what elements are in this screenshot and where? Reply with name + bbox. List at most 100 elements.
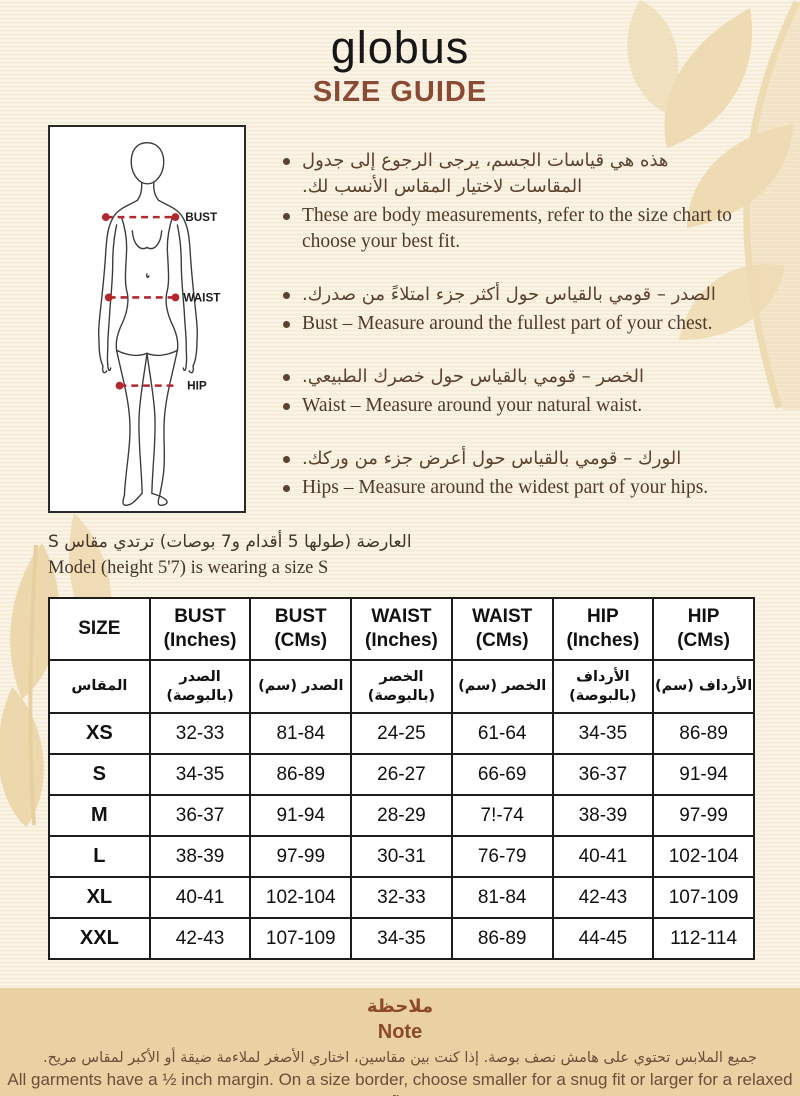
- header-line: BUST: [174, 606, 226, 627]
- measurement-cell: 107-109: [652, 876, 755, 919]
- measurement-cell: 102-104: [652, 835, 755, 878]
- bullet-dot: [283, 321, 290, 328]
- column-header-english: BUST (CMs): [249, 597, 353, 661]
- measurement-cell: 97-99: [249, 835, 353, 878]
- measurement-cell: 86-89: [450, 917, 554, 960]
- column-header-english: HIP (CMs): [652, 597, 755, 661]
- header-line: (CMs): [677, 630, 730, 651]
- header-line: (بالبوصة): [367, 687, 436, 704]
- bullet-item-en: Hips – Measure around the widest part of…: [283, 475, 735, 501]
- measurement-cell: 36-37: [551, 753, 655, 796]
- bullet-text: These are body measurements, refer to th…: [302, 205, 732, 252]
- measurement-cell: 34-35: [551, 712, 655, 755]
- column-header-arabic: الأرداف (سم): [652, 659, 755, 714]
- measurement-cell: 36-37: [148, 794, 252, 837]
- measurement-cell: 86-89: [652, 712, 755, 755]
- measurement-cell: 34-35: [350, 917, 453, 960]
- column-header-arabic: الخصر (سم): [450, 659, 554, 714]
- diagram-label-hip: HIP: [187, 380, 207, 393]
- bullet-item-ar: هذه هي قياسات الجسم، يرجى الرجوع إلى جدو…: [283, 148, 735, 200]
- header-line: الأرداف: [576, 668, 630, 685]
- size-table-row: M 36-37 91-94 28-29 7!-74 38-39 97-99: [48, 794, 755, 837]
- column-header-english: SIZE: [48, 597, 151, 661]
- note-body-arabic: جميع الملابس تحتوي على هامش نصف بوصة. إذ…: [43, 1050, 757, 1066]
- header-line: (Inches): [365, 630, 438, 651]
- size-label-cell: S: [48, 753, 151, 796]
- measurement-cell: 7!-74: [450, 794, 554, 837]
- header-line: الصدر (سم): [258, 678, 344, 694]
- size-table-row: S 34-35 86-89 26-27 66-69 36-37 91-94: [48, 753, 755, 796]
- note-band: ملاحظة Note جميع الملابس تحتوي على هامش …: [0, 988, 800, 1096]
- measurement-cell: 44-45: [551, 917, 655, 960]
- bullet-list: هذه هي قياسات الجسم، يرجى الرجوع إلى جدو…: [283, 148, 735, 528]
- measurement-cell: 42-43: [551, 876, 655, 919]
- measurement-cell: 40-41: [148, 876, 252, 919]
- bullet-text: الخصر – قومي بالقياس حول خصرك الطبيعي.: [302, 366, 645, 387]
- column-header-english: HIP (Inches): [551, 597, 655, 661]
- header-line: WAIST: [371, 606, 432, 627]
- column-header-english: WAIST (CMs): [450, 597, 554, 661]
- measurement-cell: 102-104: [249, 876, 353, 919]
- model-info: العارضة (طولها 5 أقدام و7 بوصات) ترتدي م…: [48, 530, 518, 581]
- size-table-header-arabic: المقاس الصدر (بالبوصة) الصدر (سم) الخصر (بالب…: [48, 659, 755, 714]
- header-line: (بالبوصة): [166, 687, 234, 704]
- header-line: (بالبوصة): [569, 687, 637, 704]
- header-line: (Inches): [163, 630, 237, 651]
- note-title-english: Note: [377, 1021, 423, 1043]
- bullet-group: الصدر – قومي بالقياس حول أكثر جزء امتلاء…: [283, 282, 735, 337]
- size-table-row: L 38-39 97-99 30-31 76-79 40-41 102-104: [48, 835, 755, 878]
- header-line: الخصر (سم): [458, 678, 547, 694]
- size-table-row: XXL 42-43 107-109 34-35 86-89 44-45 112-114: [48, 917, 755, 960]
- header-line: HIP: [687, 606, 720, 627]
- size-table-row: XL 40-41 102-104 32-33 81-84 42-43 107-109: [48, 876, 755, 919]
- measurement-cell: 26-27: [350, 753, 453, 796]
- note-body-english: All garments have a ½ inch margin. On a …: [7, 1070, 793, 1096]
- header-line: WAIST: [472, 606, 533, 627]
- brand-logo: globus: [330, 22, 470, 73]
- measurement-cell: 91-94: [652, 753, 755, 796]
- bullet-dot: [283, 374, 290, 381]
- size-label-cell: XS: [48, 712, 151, 755]
- header-line: SIZE: [78, 618, 121, 639]
- measurement-cell: 24-25: [350, 712, 453, 755]
- bullet-item-ar: الورك – قومي بالقياس حول أعرض جزء من ورك…: [283, 446, 735, 472]
- column-header-arabic: المقاس: [48, 659, 151, 714]
- column-header-arabic: الصدر (سم): [249, 659, 353, 714]
- measurement-cell: 76-79: [450, 835, 554, 878]
- size-label-cell: M: [48, 794, 151, 837]
- bullet-group: الخصر – قومي بالقياس حول خصرك الطبيعي. Wa…: [283, 364, 735, 419]
- header-line: (CMs): [475, 630, 529, 651]
- header-line: المقاس: [71, 678, 128, 694]
- column-header-arabic: الخصر (بالبوصة): [350, 659, 453, 714]
- size-table-row: XS 32-33 81-84 24-25 61-64 34-35 86-89: [48, 712, 755, 755]
- bullet-text: Bust – Measure around the fullest part o…: [302, 313, 713, 334]
- measurement-cell: 38-39: [551, 794, 655, 837]
- header-line: (Inches): [566, 630, 640, 651]
- bullet-text: الورك – قومي بالقياس حول أعرض جزء من ورك…: [302, 448, 682, 469]
- measurement-cell: 38-39: [148, 835, 252, 878]
- header-line: (CMs): [274, 630, 328, 651]
- bullet-item-ar: الصدر – قومي بالقياس حول أكثر جزء امتلاء…: [283, 282, 735, 308]
- size-table-body: XS 32-33 81-84 24-25 61-64 34-35 86-89 S 34-35 86…: [48, 712, 755, 960]
- header-line: الأرداف (سم): [654, 678, 753, 694]
- measurement-cell: 112-114: [652, 917, 755, 960]
- bullet-dot: [283, 456, 290, 463]
- bullet-item-en: Waist – Measure around your natural wais…: [283, 393, 735, 419]
- diagram-label-waist: WAIST: [183, 291, 221, 304]
- measurement-cell: 91-94: [249, 794, 353, 837]
- header-line: HIP: [587, 606, 619, 627]
- measurement-cell: 81-84: [249, 712, 353, 755]
- bullet-text: الصدر – قومي بالقياس حول أكثر جزء امتلاء…: [302, 284, 716, 305]
- header-line: الخصر: [379, 668, 424, 685]
- column-header-arabic: الصدر (بالبوصة): [148, 659, 252, 714]
- measurement-cell: 30-31: [350, 835, 453, 878]
- bullet-item-en: These are body measurements, refer to th…: [283, 203, 735, 255]
- measurement-cell: 107-109: [249, 917, 353, 960]
- header-line: الصدر: [179, 668, 221, 685]
- measurement-cell: 34-35: [148, 753, 252, 796]
- measurement-cell: 86-89: [249, 753, 353, 796]
- bullet-dot: [283, 485, 290, 492]
- measurement-cell: 81-84: [450, 876, 554, 919]
- bullet-group: هذه هي قياسات الجسم، يرجى الرجوع إلى جدو…: [283, 148, 735, 255]
